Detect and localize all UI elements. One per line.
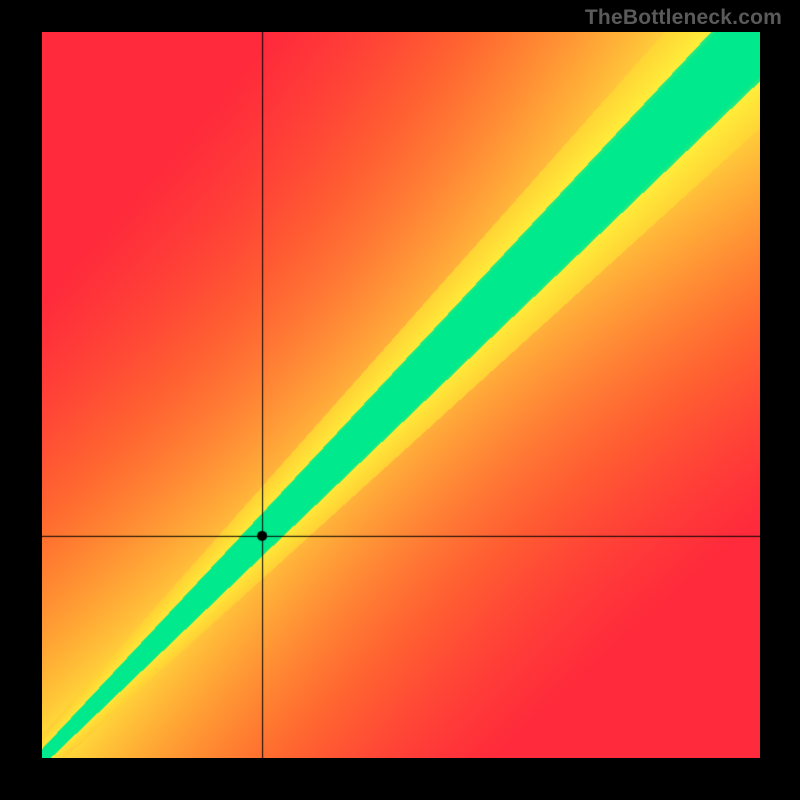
chart-frame: TheBottleneck.com	[0, 0, 800, 800]
bottleneck-heatmap	[42, 32, 760, 758]
heatmap-canvas	[42, 32, 760, 758]
watermark-text: TheBottleneck.com	[585, 6, 782, 30]
